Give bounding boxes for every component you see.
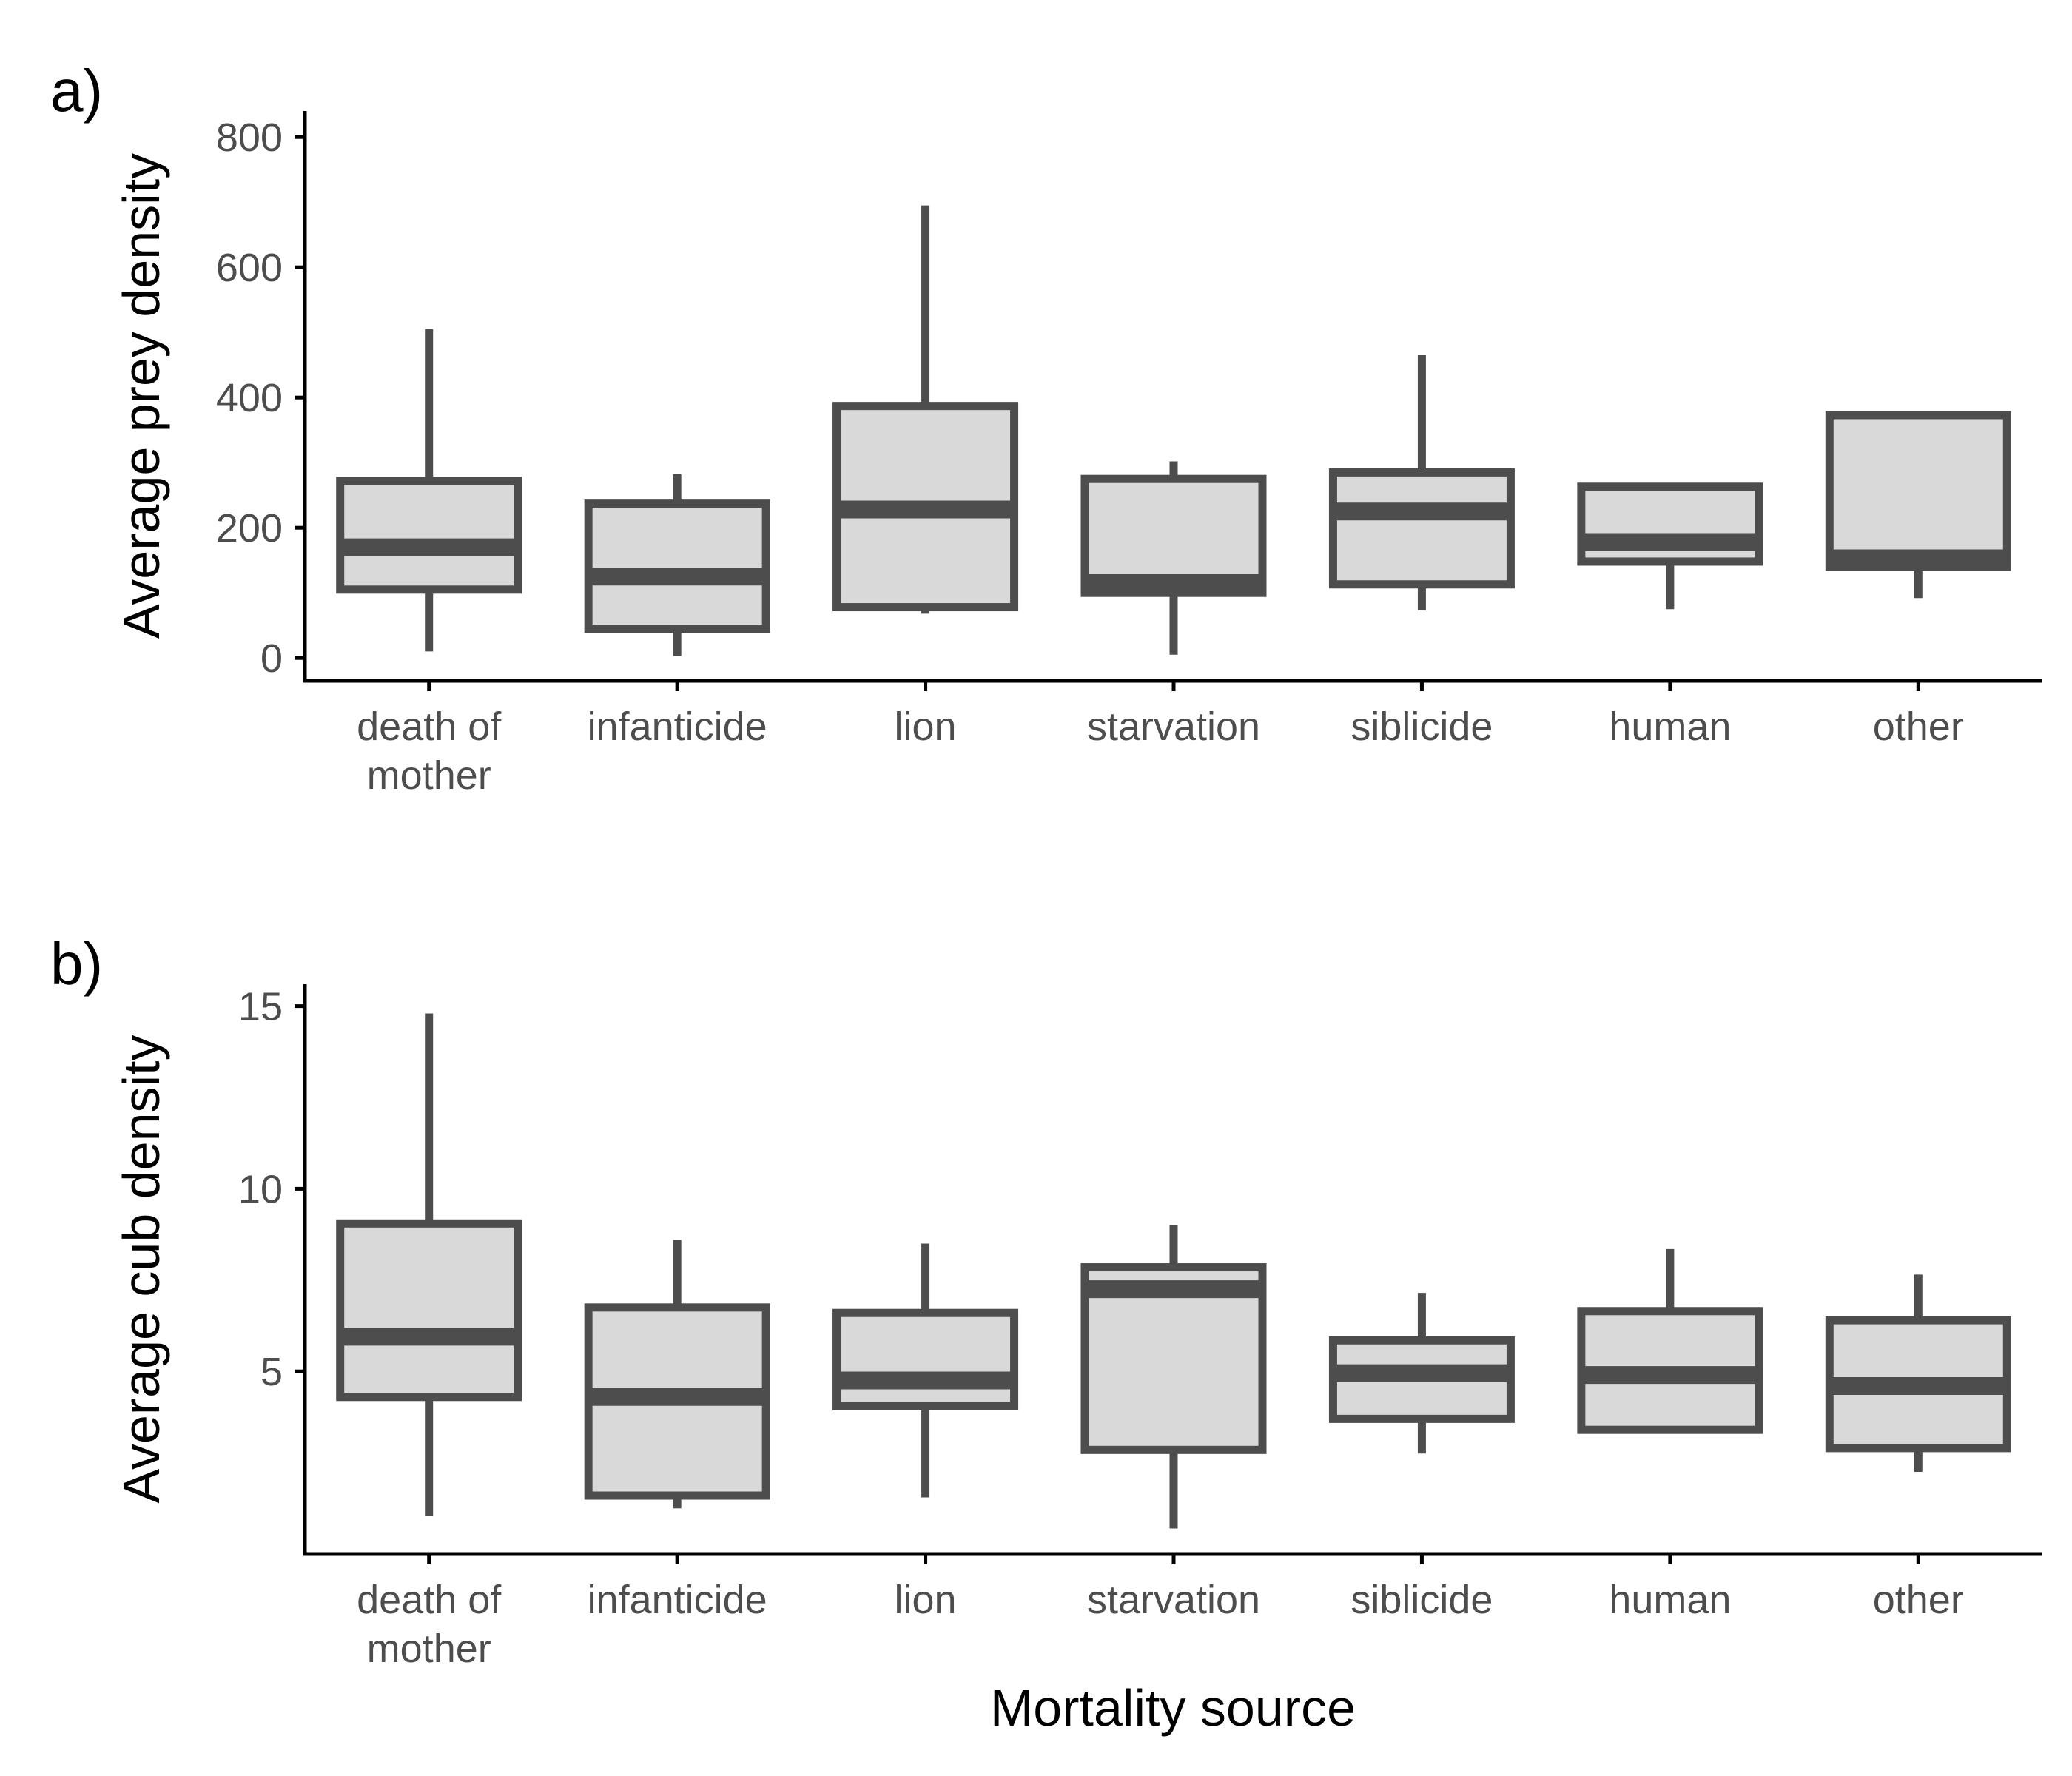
panel-tag: a): [50, 58, 103, 124]
x-tick-label: human: [1609, 1578, 1731, 1622]
panel-b: b)Average cub density 5 10 15 death of mother…: [50, 931, 2042, 1671]
x-tick-label: starvation: [1087, 1578, 1260, 1622]
y-tick-label: 600: [216, 246, 283, 290]
box-4: [1328, 355, 1515, 610]
x-tick-label: siblicide: [1350, 704, 1493, 749]
x-tick-label: death of mother: [357, 1578, 502, 1671]
box-6: [1825, 411, 2011, 599]
x-tick-label: human: [1609, 704, 1731, 749]
iqr-box: [584, 500, 770, 633]
x-tick-label: lion: [895, 704, 957, 749]
y-tick-label: 10: [238, 1167, 283, 1211]
y-tick-label: 400: [216, 376, 283, 420]
panel-tag: b): [50, 931, 103, 997]
box-3: [1080, 1225, 1267, 1529]
iqr-box: [1080, 474, 1267, 597]
x-tick-label: other: [1873, 1578, 1964, 1622]
y-axis-title: Average prey density: [112, 153, 170, 639]
box-5: [1577, 482, 1763, 610]
y-tick-label: 15: [238, 985, 283, 1029]
x-tick-label: death of mother: [357, 704, 502, 798]
box-2: [832, 205, 1019, 614]
box-0: [336, 1013, 522, 1516]
y-tick-label: 800: [216, 115, 283, 160]
box-4: [1328, 1293, 1515, 1454]
y-tick-label: 200: [216, 506, 283, 551]
iqr-box: [1328, 468, 1515, 589]
y-axis-title: Average cub density: [112, 1035, 170, 1503]
x-tick-label: siblicide: [1350, 1578, 1493, 1622]
iqr-box: [336, 477, 522, 594]
box-2: [832, 1243, 1019, 1498]
x-tick-label: starvation: [1087, 704, 1260, 749]
iqr-box: [336, 1219, 522, 1402]
iqr-box: [1825, 411, 2011, 571]
x-tick-label: infanticide: [588, 704, 767, 749]
box-5: [1577, 1248, 1763, 1434]
box-0: [336, 329, 522, 652]
box-1: [584, 1240, 770, 1509]
box-3: [1080, 461, 1267, 655]
x-tick-label: other: [1873, 704, 1964, 749]
iqr-box: [832, 1308, 1019, 1410]
y-tick-label: 0: [260, 636, 283, 681]
y-tick-label: 5: [260, 1350, 283, 1394]
box-1: [584, 474, 770, 656]
x-tick-label: infanticide: [588, 1578, 767, 1622]
panel-a: a)Average prey density 0 200 400 600 800 death…: [50, 58, 2042, 798]
x-axis-title: Mortality source: [990, 1679, 1356, 1737]
x-tick-label: lion: [895, 1578, 957, 1622]
box-6: [1825, 1274, 2011, 1472]
